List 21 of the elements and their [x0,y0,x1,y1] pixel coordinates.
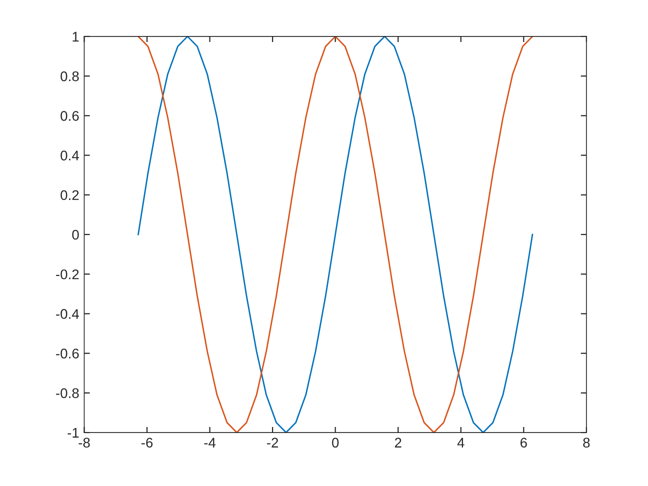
y-tick-label: 0.4 [60,150,79,160]
y-tick-label: 1 [72,32,79,42]
x-tick-label: -6 [141,438,153,448]
x-tick-label: -4 [204,438,216,448]
y-tick-label: 0 [72,230,79,240]
x-tick-label: 2 [394,438,402,448]
y-tick-label: -0.6 [56,348,79,358]
x-tick-label: -2 [267,438,278,448]
x-tick-label: 0 [332,438,339,448]
x-tick-label: -8 [78,438,90,448]
y-tick-label: -0.4 [56,309,79,319]
y-tick-label: -0.2 [56,269,79,280]
x-tick-label: 4 [457,438,464,448]
x-tick-label: 6 [520,438,527,448]
y-tick-label: -0.8 [56,388,79,398]
y-tick-label: 0.8 [60,71,79,82]
line-series [138,36,534,433]
x-tick-label: 8 [583,438,590,448]
y-tick-label: -1 [68,428,79,438]
y-tick-label: 0.6 [60,111,79,121]
y-tick-label: 0.2 [60,190,79,200]
